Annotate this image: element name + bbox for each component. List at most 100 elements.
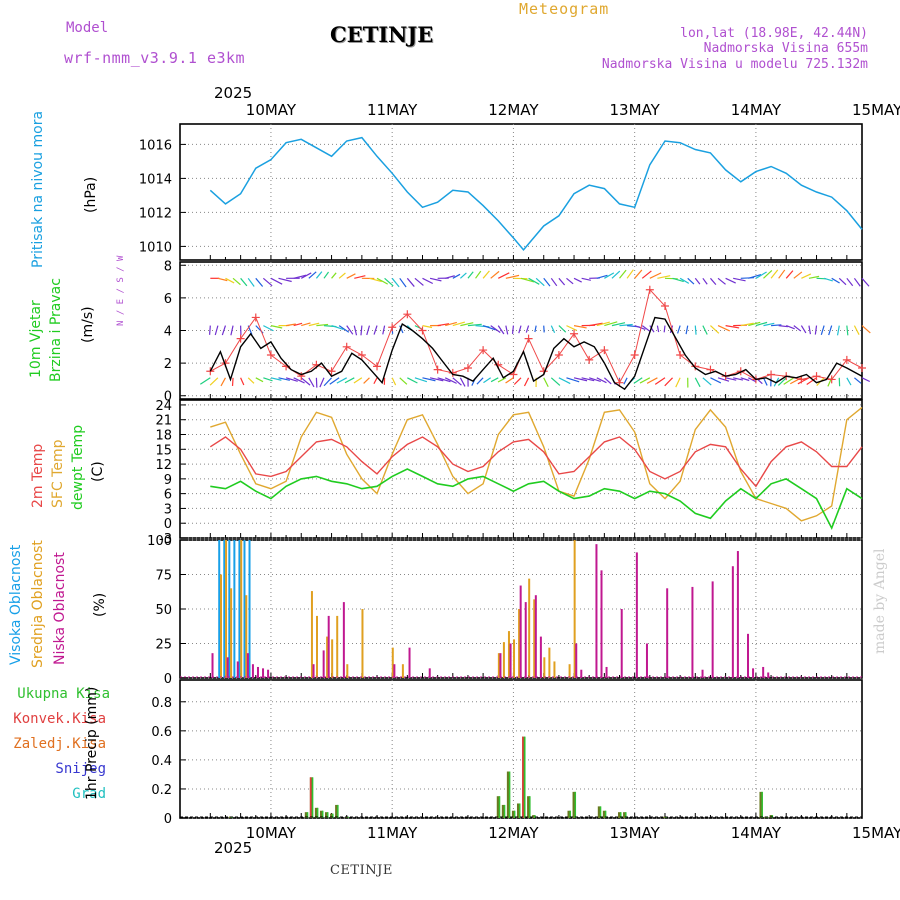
precip-convective-bar	[522, 736, 524, 818]
wind-direction-arrow	[369, 277, 382, 283]
wind-direction-arrow	[525, 325, 530, 333]
wind-direction-arrow	[566, 325, 577, 331]
year-bottom: 2025	[214, 839, 253, 857]
wind-direction-arrow	[828, 325, 833, 336]
y-tick-label: 0.8	[151, 696, 172, 711]
wind-direction-arrow	[656, 325, 660, 333]
low-cloud-bar	[666, 588, 669, 678]
wind-direction-arrow	[308, 271, 317, 279]
model-altitude-label: Nadmorska Visina u modelu 725.132m	[601, 57, 868, 72]
wind-direction-arrow	[263, 325, 274, 332]
low-cloud-bar	[767, 672, 770, 678]
precip-convective-bar	[309, 777, 312, 818]
mid-cloud-bar	[573, 540, 576, 678]
wind-direction-arrow	[323, 377, 332, 387]
precip-total-highlight	[518, 803, 521, 818]
y-tick-label: 12	[155, 458, 172, 473]
wind-gust-marker	[767, 370, 776, 379]
wind-direction-arrow	[717, 325, 731, 332]
wind-direction-arrow	[240, 277, 248, 287]
wind-direction-arrow	[710, 377, 722, 384]
wind-direction-arrow	[308, 377, 315, 388]
low-cloud-bar	[499, 653, 502, 678]
wind-direction-arrow	[762, 377, 768, 386]
y-tick-label: 3	[164, 502, 172, 517]
low-cloud-bar	[393, 664, 396, 678]
y-tick-label: 1012	[139, 206, 172, 221]
wind-direction-arrow	[763, 270, 773, 279]
low-cloud-bar	[620, 609, 623, 678]
panel-frame-0	[179, 123, 863, 261]
y-tick-label: -3	[159, 532, 172, 547]
precip-total-highlight	[604, 810, 607, 818]
wind-direction-arrow	[619, 323, 633, 327]
wind-direction-arrow	[596, 274, 608, 279]
precip-total-highlight	[620, 812, 622, 818]
wind-direction-arrow	[778, 325, 789, 328]
mid-cloud-bar	[361, 609, 364, 678]
wind-direction-arrow	[360, 325, 363, 336]
low-cloud-bar	[645, 643, 648, 678]
wind-direction-arrow	[230, 325, 234, 336]
wind-direction-arrow	[771, 324, 782, 327]
wind-direction-arrow	[437, 377, 451, 383]
wind-direction-arrow	[247, 277, 255, 287]
wind-direction-arrow	[702, 377, 712, 386]
page-title: CETINJE	[330, 22, 434, 47]
low-cloud-bar	[211, 653, 214, 678]
precip-total-bar	[623, 812, 627, 818]
high-cloud-bar	[218, 540, 221, 678]
wind-direction-arrow	[846, 277, 854, 287]
wind-direction-arrow	[853, 277, 861, 287]
day-label-bottom: 15MAY	[852, 824, 900, 842]
wind-direction-arrow	[558, 377, 571, 385]
low-cloud-bar	[736, 551, 739, 678]
mid-cloud-bar	[230, 588, 233, 678]
wind-direction-arrow	[363, 377, 370, 384]
wind-gust-marker	[342, 342, 351, 351]
pressure-line	[209, 136, 863, 251]
wind-direction-arrow	[679, 277, 690, 284]
wind-direction-arrow	[467, 271, 474, 279]
wind-direction-arrow	[861, 277, 870, 287]
wind-direction-arrow	[611, 322, 626, 327]
precip-total-bar	[618, 812, 622, 818]
wind-direction-arrow	[323, 271, 330, 279]
mid-cloud-bar	[316, 615, 318, 678]
wind-direction-arrow	[797, 377, 810, 385]
low-cloud-bar	[762, 666, 765, 678]
high-cloud-bar	[248, 540, 251, 678]
high-cloud-bar	[238, 540, 241, 678]
precip-total-bar	[496, 796, 500, 818]
wind-direction-arrow	[475, 270, 482, 279]
wind-direction-arrow	[589, 322, 603, 327]
day-label-top: 14MAY	[731, 101, 782, 119]
wind-direction-arrow	[384, 277, 394, 287]
mid-cloud-bar	[543, 657, 546, 678]
wind-direction-arrow	[300, 377, 311, 386]
wind-direction-arrow	[513, 377, 522, 385]
wind-direction-arrow	[278, 377, 290, 381]
precip-total-highlight	[599, 806, 602, 818]
wind-direction-arrow	[604, 272, 615, 279]
y-tick-label: 1016	[139, 138, 172, 153]
wind-direction-arrow	[783, 377, 795, 385]
wind-direction-arrow	[460, 322, 474, 327]
y-tick-label: 50	[155, 603, 172, 618]
wind-direction-arrow	[240, 377, 245, 386]
y-tick-label: 6	[164, 292, 172, 307]
wind-direction-arrow	[319, 377, 325, 388]
wind-direction-arrow	[558, 277, 566, 286]
wind-direction-arrow	[505, 325, 509, 335]
wind-direction-arrow	[452, 377, 462, 386]
precip-total-bar	[572, 791, 576, 818]
precip-total-bar	[567, 810, 571, 818]
wind-direction-arrow	[573, 377, 588, 382]
wind-direction-arrow	[497, 377, 507, 383]
low-cloud-bar	[600, 570, 603, 678]
wind-direction-arrow	[467, 323, 482, 327]
precip-total-bar	[335, 804, 339, 818]
low-cloud-bar	[342, 602, 345, 678]
wind-direction-arrow	[366, 325, 371, 336]
low-cloud-bar	[595, 544, 598, 678]
